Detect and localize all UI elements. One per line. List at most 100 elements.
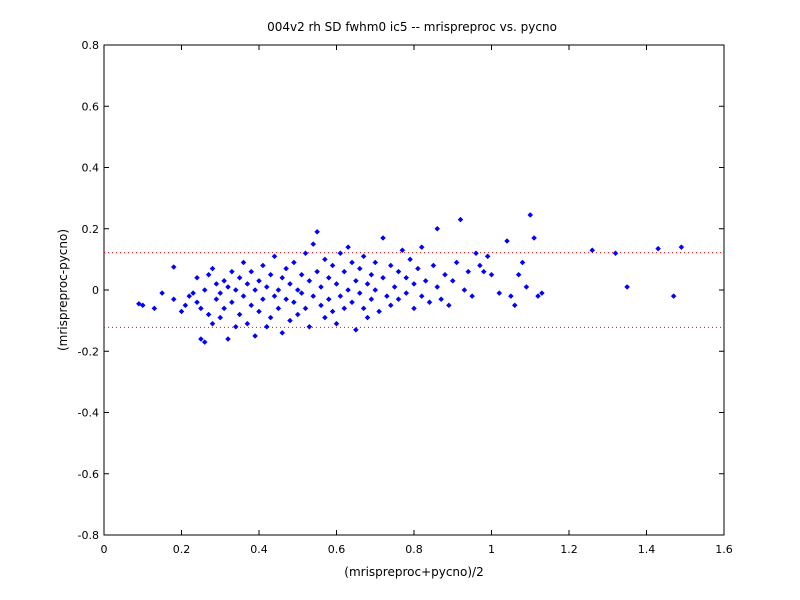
data-point (232, 287, 239, 293)
data-point (283, 296, 289, 303)
data-point (291, 299, 297, 306)
data-point (446, 302, 452, 309)
data-point (422, 277, 429, 284)
data-point (256, 308, 262, 315)
data-point (318, 284, 324, 290)
x-tick-label: 0.8 (405, 543, 423, 556)
data-point (589, 247, 596, 254)
data-point (248, 268, 255, 275)
data-point (279, 330, 286, 336)
data-point (477, 262, 483, 269)
data-point (294, 311, 301, 318)
data-point (182, 302, 189, 309)
data-point (523, 284, 530, 290)
data-point (449, 277, 456, 284)
y-tick-label: 0.6 (82, 100, 100, 113)
data-point (395, 268, 402, 275)
data-point (291, 259, 297, 266)
data-point (283, 265, 289, 272)
data-point (232, 323, 239, 330)
axis-ticks: 0 0.2 0.4 0.6 0.8 1 1.2 1.4 1.6 -0.8 -0.6 -0.4 -0.2 0… (78, 39, 733, 556)
data-point (360, 253, 367, 260)
data-point (287, 281, 293, 287)
data-point (337, 293, 344, 299)
data-point (170, 296, 177, 303)
data-point (438, 296, 444, 303)
data-point (178, 308, 185, 315)
data-point (353, 326, 359, 333)
y-tick-label: -0.8 (78, 529, 99, 542)
data-point (318, 302, 324, 309)
data-point (275, 305, 282, 312)
data-point (298, 271, 305, 278)
data-point (267, 271, 274, 278)
data-point (345, 244, 351, 250)
x-tick-label: 0.4 (250, 543, 268, 556)
data-point (670, 293, 677, 299)
data-point (391, 284, 398, 290)
data-point (248, 302, 255, 309)
data-point (434, 284, 441, 290)
x-tick-label: 0.6 (328, 543, 346, 556)
data-point (345, 287, 351, 293)
reference-lines (104, 252, 724, 328)
data-point (298, 290, 305, 296)
data-point (411, 281, 417, 287)
data-point (198, 336, 204, 342)
data-point (159, 290, 165, 296)
y-tick-label: -0.6 (78, 468, 99, 481)
data-point (484, 253, 491, 260)
data-point (310, 241, 317, 247)
data-point (349, 259, 355, 266)
data-point (341, 305, 348, 312)
data-point (325, 296, 332, 303)
data-point (217, 290, 224, 296)
data-point (256, 277, 262, 284)
data-point (426, 299, 433, 306)
data-point (271, 293, 278, 299)
data-point (260, 296, 266, 303)
data-point (314, 268, 320, 275)
data-point (201, 339, 208, 345)
data-points (136, 212, 685, 345)
data-point (415, 265, 421, 272)
x-tick-label: 1.2 (560, 543, 578, 556)
data-point (194, 274, 200, 281)
data-point (139, 302, 146, 309)
data-point (186, 293, 193, 299)
data-point (434, 225, 441, 232)
data-point (465, 268, 472, 275)
chart-title: 004v2 rh SD fwhm0 ic5 -- mrispreproc vs.… (267, 20, 557, 34)
data-point (457, 216, 464, 223)
data-point (209, 265, 216, 272)
data-point (511, 302, 518, 309)
data-point (302, 305, 309, 312)
data-point (535, 293, 541, 299)
y-tick-label: 0.2 (82, 223, 100, 236)
y-axis-label: (mrispreproc-pycno) (56, 229, 70, 351)
data-point (527, 212, 534, 218)
data-point (225, 336, 231, 342)
data-point (198, 305, 204, 312)
data-point (267, 314, 274, 321)
data-point (473, 250, 479, 257)
plot-area (103, 44, 725, 536)
data-point (418, 244, 425, 250)
data-point (194, 299, 200, 306)
data-point (221, 277, 227, 284)
data-point (504, 238, 510, 244)
data-point (442, 271, 448, 278)
data-point (364, 281, 371, 287)
data-point (333, 281, 340, 287)
data-point (240, 259, 247, 266)
data-point (515, 271, 522, 278)
data-point (461, 287, 468, 293)
data-point (480, 268, 487, 275)
data-point (418, 293, 425, 299)
data-point (387, 302, 394, 309)
data-point (302, 250, 309, 257)
data-point (209, 320, 216, 327)
data-point (508, 293, 514, 299)
data-point (356, 290, 363, 296)
data-point (384, 293, 390, 299)
